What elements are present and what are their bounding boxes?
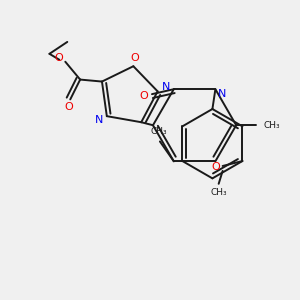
Text: N: N	[218, 89, 226, 99]
Text: O: O	[54, 53, 63, 63]
Text: O: O	[140, 91, 148, 101]
Text: O: O	[64, 102, 73, 112]
Text: O: O	[130, 53, 139, 63]
Text: CH₃: CH₃	[210, 188, 227, 197]
Text: CH₃: CH₃	[263, 121, 280, 130]
Text: O: O	[211, 162, 220, 172]
Text: N: N	[95, 115, 103, 125]
Text: N: N	[161, 82, 170, 92]
Text: CH₃: CH₃	[151, 127, 167, 136]
